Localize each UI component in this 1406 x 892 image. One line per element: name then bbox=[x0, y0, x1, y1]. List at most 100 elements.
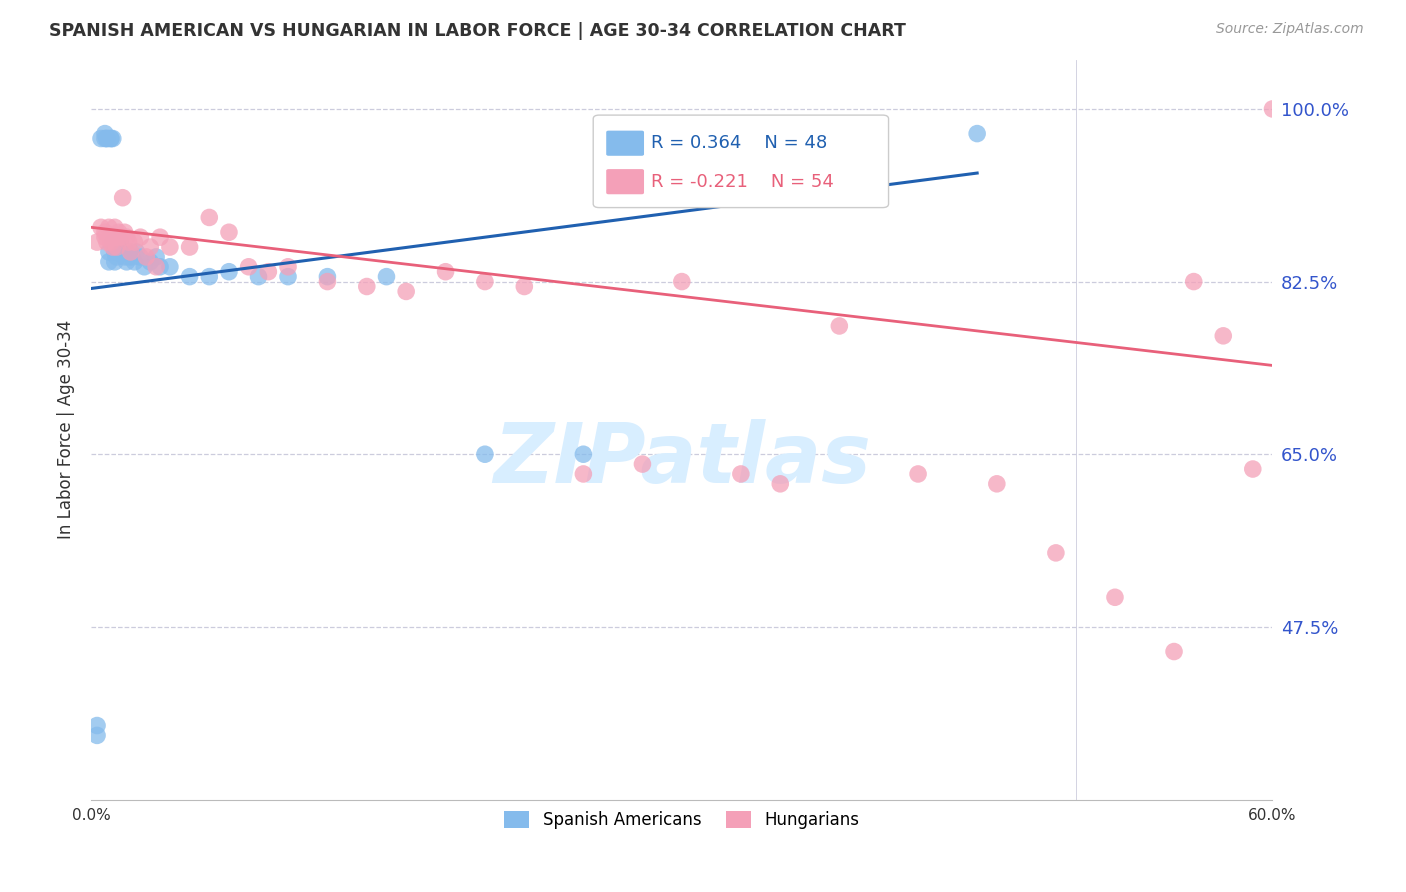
Point bbox=[671, 275, 693, 289]
Point bbox=[96, 131, 118, 145]
Point bbox=[120, 244, 142, 259]
Point bbox=[316, 275, 339, 289]
Point bbox=[121, 250, 143, 264]
Point bbox=[90, 220, 112, 235]
Point bbox=[179, 269, 201, 284]
Point bbox=[134, 260, 156, 274]
Point bbox=[105, 240, 128, 254]
Point bbox=[120, 244, 142, 259]
Point bbox=[671, 127, 693, 141]
Point bbox=[356, 279, 378, 293]
Point bbox=[111, 191, 134, 205]
Point bbox=[94, 230, 117, 244]
Point bbox=[114, 225, 136, 239]
Point bbox=[105, 240, 128, 254]
Point bbox=[104, 255, 127, 269]
Text: R = 0.364    N = 48: R = 0.364 N = 48 bbox=[651, 134, 827, 153]
Point bbox=[94, 225, 117, 239]
Point bbox=[107, 240, 129, 254]
Point bbox=[110, 244, 132, 259]
Point bbox=[105, 250, 128, 264]
Point bbox=[114, 250, 136, 264]
Point bbox=[868, 127, 890, 141]
Point bbox=[135, 250, 157, 264]
Point bbox=[277, 260, 299, 274]
Point bbox=[375, 269, 398, 284]
Point bbox=[277, 269, 299, 284]
Point bbox=[115, 255, 138, 269]
Point bbox=[1212, 328, 1234, 343]
Point bbox=[100, 235, 122, 249]
Point bbox=[124, 235, 146, 249]
Point bbox=[86, 728, 108, 742]
Point bbox=[434, 265, 457, 279]
Point bbox=[986, 476, 1008, 491]
Point bbox=[139, 255, 162, 269]
Point bbox=[101, 230, 124, 244]
Legend: Spanish Americans, Hungarians: Spanish Americans, Hungarians bbox=[498, 804, 866, 836]
Point bbox=[101, 235, 124, 249]
Point bbox=[104, 220, 127, 235]
Point bbox=[218, 265, 240, 279]
Point bbox=[769, 476, 792, 491]
Point bbox=[395, 285, 418, 299]
Text: R = -0.221    N = 54: R = -0.221 N = 54 bbox=[651, 173, 834, 191]
Point bbox=[238, 260, 260, 274]
Text: Source: ZipAtlas.com: Source: ZipAtlas.com bbox=[1216, 22, 1364, 37]
Point bbox=[101, 131, 124, 145]
Point bbox=[94, 131, 117, 145]
Point bbox=[110, 230, 132, 244]
Point bbox=[907, 467, 929, 481]
Point bbox=[198, 269, 221, 284]
Point bbox=[107, 225, 129, 239]
Point bbox=[117, 250, 139, 264]
Point bbox=[104, 244, 127, 259]
Point bbox=[966, 127, 988, 141]
Point bbox=[111, 244, 134, 259]
Point bbox=[90, 131, 112, 145]
FancyBboxPatch shape bbox=[606, 130, 644, 156]
Point bbox=[125, 244, 148, 259]
Point bbox=[100, 131, 122, 145]
Point bbox=[159, 240, 181, 254]
Point bbox=[572, 467, 595, 481]
Point bbox=[631, 457, 654, 471]
Point bbox=[115, 244, 138, 259]
Point bbox=[115, 230, 138, 244]
Point bbox=[1261, 102, 1284, 116]
Point bbox=[1182, 275, 1205, 289]
Point bbox=[1241, 462, 1264, 476]
Point bbox=[145, 250, 167, 264]
Point bbox=[218, 225, 240, 239]
Point bbox=[129, 250, 152, 264]
Point bbox=[474, 275, 496, 289]
Point bbox=[105, 230, 128, 244]
Point bbox=[198, 211, 221, 225]
Point bbox=[100, 131, 122, 145]
Point bbox=[117, 235, 139, 249]
Point bbox=[145, 260, 167, 274]
Point bbox=[124, 255, 146, 269]
Point bbox=[94, 127, 117, 141]
Point bbox=[96, 235, 118, 249]
Point bbox=[86, 718, 108, 732]
Point bbox=[1045, 546, 1067, 560]
Point bbox=[474, 447, 496, 461]
Y-axis label: In Labor Force | Age 30-34: In Labor Force | Age 30-34 bbox=[58, 320, 75, 539]
Point bbox=[513, 279, 536, 293]
Point bbox=[730, 467, 752, 481]
Point bbox=[828, 318, 851, 333]
Point bbox=[97, 220, 120, 235]
Point bbox=[179, 240, 201, 254]
FancyBboxPatch shape bbox=[593, 115, 889, 208]
Point bbox=[1163, 644, 1185, 658]
Point bbox=[96, 131, 118, 145]
Point bbox=[129, 230, 152, 244]
Point bbox=[247, 269, 270, 284]
Point bbox=[769, 127, 792, 141]
Point bbox=[572, 447, 595, 461]
Point bbox=[149, 230, 172, 244]
Text: ZIPatlas: ZIPatlas bbox=[494, 418, 870, 500]
Point bbox=[139, 240, 162, 254]
Point bbox=[159, 260, 181, 274]
